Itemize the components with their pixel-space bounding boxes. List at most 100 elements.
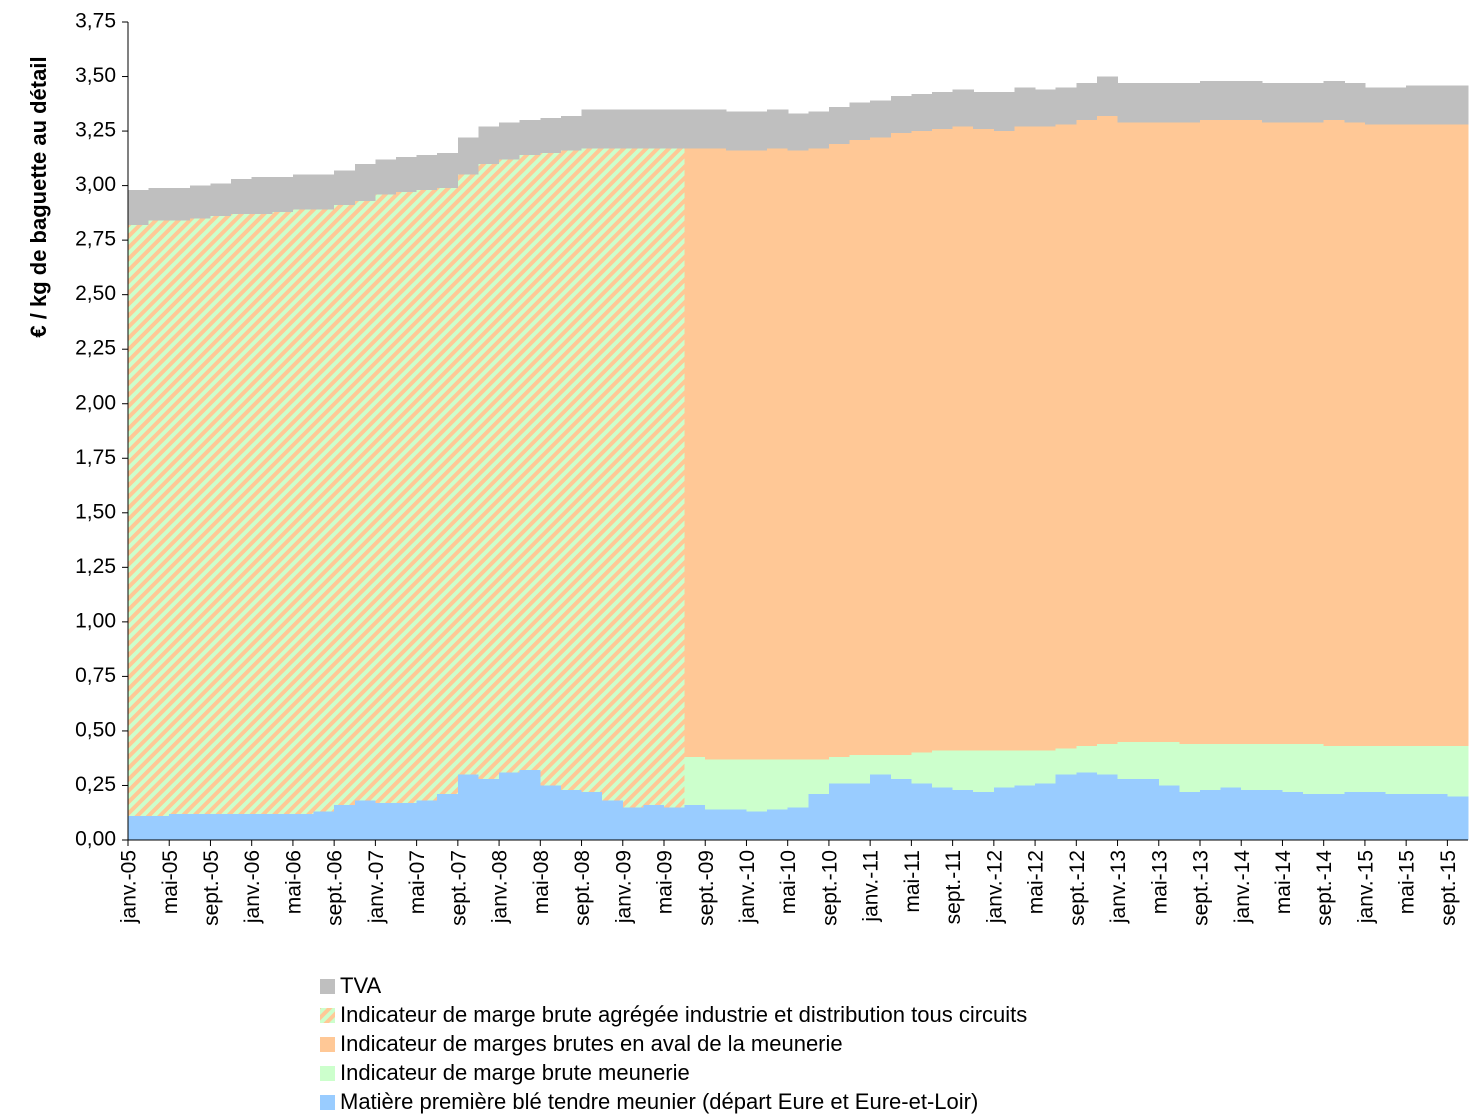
area-segment [313,209,335,812]
area-segment [437,152,459,188]
area-segment [231,213,253,814]
area-segment [705,109,727,149]
x-tick-label: sept.-13 [1190,850,1213,926]
area-segment [787,113,809,151]
area-segment [1200,789,1222,840]
area-segment [169,220,191,814]
area-segment [1117,122,1139,742]
x-tick-label: mai-06 [282,850,305,914]
area-segment [1138,122,1160,742]
y-tick-label: 0,50 [75,718,116,741]
area-segment [1014,87,1036,127]
area-segment [849,139,871,755]
area-segment [828,144,851,758]
area-segment [313,174,335,210]
area-segment [437,187,459,795]
area-segment [1055,774,1077,840]
area-segment [1179,792,1201,840]
area-segment [519,120,541,156]
area-segment [767,109,789,149]
y-tick-label: 0,00 [75,828,116,851]
area-segment [210,813,232,840]
legend-label: TVA [340,973,381,998]
area-segment [251,176,273,214]
area-segment [993,787,1016,840]
area-segment [602,109,624,149]
x-tick-label: mai-05 [159,850,182,914]
area-segment [519,770,541,840]
x-tick-label: sept.-15 [1437,850,1460,926]
area-segment [1035,126,1057,751]
area-segment [890,133,912,755]
area-segment [705,759,727,810]
area-segment [1220,80,1242,121]
area-segment [849,754,871,784]
area-segment [1035,750,1057,784]
legend-swatch [320,1066,335,1081]
y-tick-label: 0,75 [75,664,116,687]
area-segment [1014,750,1036,786]
x-tick-label: janv.-14 [1231,850,1254,924]
area-segment [292,813,315,840]
x-tick-label: janv.-15 [1354,850,1377,924]
area-segment [1096,76,1119,116]
x-tick-label: sept.-06 [324,850,347,926]
area-segment [1241,120,1263,745]
area-segment [849,102,871,140]
y-tick-label: 1,50 [75,500,116,523]
x-tick-label: janv.-10 [736,850,759,924]
area-segment [1035,89,1057,127]
area-segment [1447,85,1469,125]
area-segment [1385,794,1407,840]
x-tick-label: janv.-05 [118,850,141,924]
area-segment [1282,83,1304,123]
area-segment [664,807,686,840]
area-segment [684,109,706,149]
area-segment [622,148,644,808]
area-segment [1200,744,1222,790]
area-segment [1096,774,1119,840]
area-segment [416,155,438,190]
area-segment [643,148,665,806]
area-segment [1323,794,1345,840]
area-segment [1076,120,1098,747]
area-segment [1076,746,1098,773]
area-segment [870,774,892,840]
area-segment [1282,122,1304,745]
y-tick-label: 2,50 [75,282,116,305]
area-segment [828,107,851,145]
area-segment [1364,746,1387,793]
area-segment [787,807,809,840]
x-tick-label: mai-12 [1025,850,1048,914]
area-segment [973,91,995,129]
area-segment [1117,83,1139,123]
area-segment [1055,124,1077,749]
x-tick-label: mai-10 [777,850,800,914]
legend-label: Indicateur de marge brute meunerie [340,1060,690,1085]
area-segment [973,128,995,751]
area-segment [643,109,665,149]
area-segment [684,757,706,806]
area-segment [272,176,294,212]
area-segment [622,807,644,840]
area-segment [519,155,541,771]
area-segment [602,800,624,840]
area-segment [705,148,727,760]
y-tick-label: 3,50 [75,64,116,87]
area-segment [1344,792,1366,840]
area-segment [396,157,418,193]
x-tick-label: janv.-08 [489,850,512,924]
area-segment [128,189,150,225]
area-segment [457,174,480,775]
area-segment [1220,120,1242,745]
area-segment [231,813,253,840]
area-segment [973,750,995,793]
area-segment [1220,787,1242,840]
area-segment [1323,80,1345,121]
area-segment [1158,122,1180,742]
legend-label: Indicateur de marge brute agrégée indust… [340,1002,1027,1027]
area-segment [1138,83,1160,123]
area-segment [808,111,830,149]
area-segment [1426,85,1448,125]
